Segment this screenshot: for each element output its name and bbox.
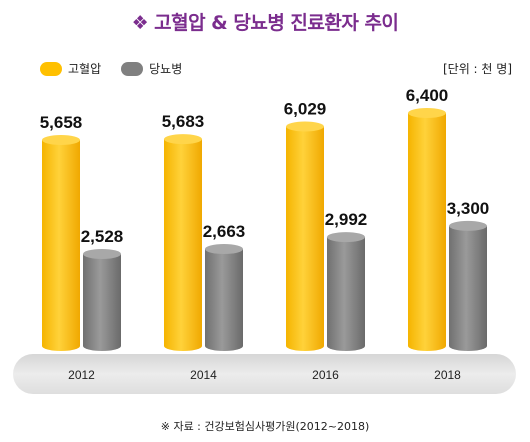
x-tick-label-2018: 2018 (434, 368, 461, 382)
legend-item-hypertension: 고혈압 (40, 60, 101, 77)
chart-title-text: 고혈압 & 당뇨병 진료환자 추이 (154, 12, 399, 34)
value-label-diabetes-2018: 3,300 (447, 199, 490, 218)
x-axis-band (13, 354, 516, 394)
value-label-diabetes-2012: 2,528 (81, 227, 124, 246)
bar-hypertension-2012 (42, 135, 80, 351)
value-label-hypertension-2018: 6,400 (406, 86, 449, 105)
value-label-hypertension-2016: 6,029 (284, 100, 327, 119)
bar-diabetes-2018 (449, 220, 487, 351)
source-note: ※ 자료 : 건강보험심사평가원(2012~2018) (160, 420, 370, 433)
bar-hypertension-2016 (286, 121, 324, 351)
bar-diabetes-2014 (205, 244, 243, 351)
bar-hypertension-2014 (164, 134, 202, 351)
x-tick-label-2014: 2014 (190, 368, 217, 382)
legend-item-diabetes: 당뇨병 (121, 60, 182, 77)
value-label-diabetes-2016: 2,992 (325, 210, 368, 229)
bar-diabetes-2012 (83, 248, 121, 351)
legend-swatch-hypertension (40, 61, 62, 76)
legend-label-diabetes: 당뇨병 (149, 62, 183, 76)
unit-label: [단위 : 천 명] (442, 62, 512, 76)
diamond-icon: ❖ (131, 12, 149, 34)
legend: 고혈압 당뇨병 (40, 60, 202, 77)
value-label-hypertension-2012: 5,658 (40, 113, 83, 132)
bar-hypertension-2018 (408, 108, 446, 351)
x-tick-label-2016: 2016 (312, 368, 339, 382)
value-label-diabetes-2014: 2,663 (203, 222, 246, 241)
bar-diabetes-2016 (327, 232, 365, 351)
chart-title: ❖ 고혈압 & 당뇨병 진료환자 추이 (0, 8, 530, 35)
legend-swatch-diabetes (121, 61, 144, 76)
value-label-hypertension-2014: 5,683 (162, 112, 205, 131)
legend-label-hypertension: 고혈압 (68, 62, 102, 76)
x-tick-label-2012: 2012 (68, 368, 95, 382)
